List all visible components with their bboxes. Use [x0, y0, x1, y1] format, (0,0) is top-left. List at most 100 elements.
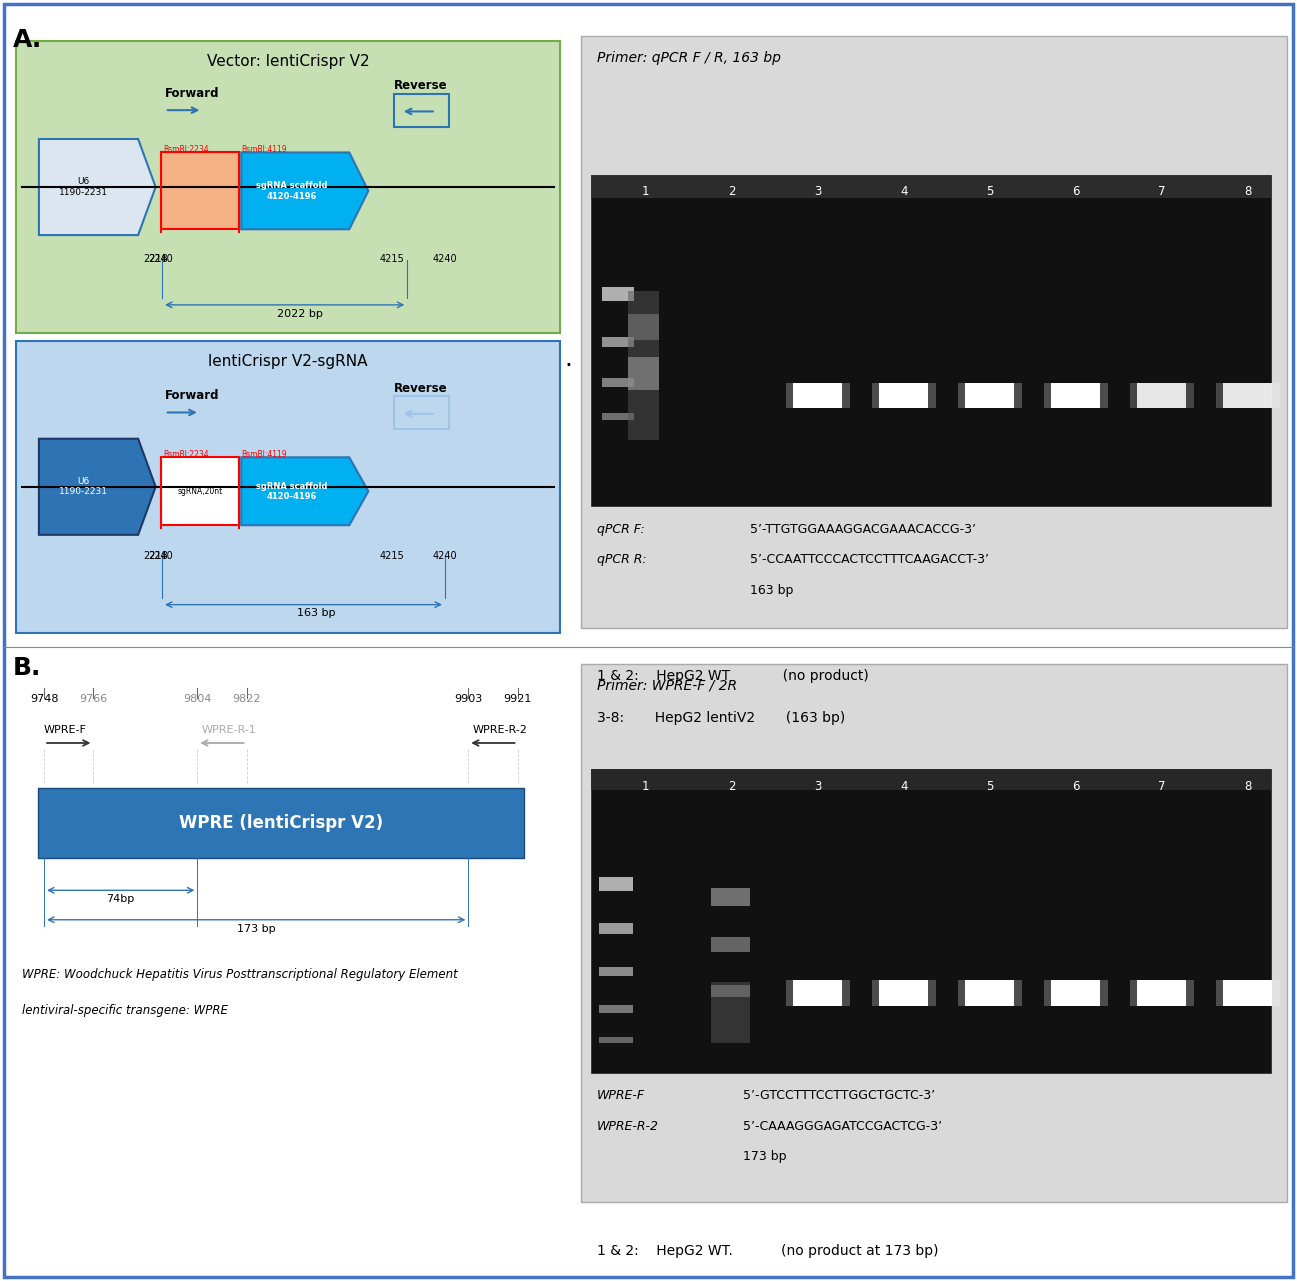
- Text: BsmBI:2234: BsmBI:2234: [163, 145, 209, 154]
- Text: 9822: 9822: [232, 694, 261, 705]
- Bar: [1137, 980, 1187, 1006]
- Text: 2218: 2218: [143, 551, 169, 561]
- Text: 9921: 9921: [503, 694, 532, 705]
- Text: 7: 7: [1158, 184, 1166, 197]
- Text: .: .: [564, 347, 572, 370]
- Bar: [879, 980, 929, 1006]
- Bar: [872, 980, 936, 1006]
- Polygon shape: [241, 457, 368, 525]
- Text: 1 & 2:    HepG2 WT            (no product): 1 & 2: HepG2 WT (no product): [597, 669, 869, 683]
- Bar: [1044, 383, 1108, 409]
- Bar: [711, 985, 750, 998]
- Text: 4: 4: [900, 780, 908, 793]
- Bar: [965, 980, 1014, 1006]
- Text: WPRE (lentiCrispr V2): WPRE (lentiCrispr V2): [179, 813, 383, 833]
- Text: 2218: 2218: [143, 254, 169, 264]
- Bar: [599, 967, 633, 976]
- Text: Forward: Forward: [165, 87, 219, 100]
- Bar: [161, 152, 239, 229]
- Bar: [1051, 980, 1100, 1006]
- Bar: [38, 788, 524, 858]
- Text: U6
1190-2231: U6 1190-2231: [58, 177, 108, 197]
- Text: 6: 6: [1073, 184, 1079, 197]
- Bar: [1130, 383, 1193, 409]
- Bar: [786, 383, 850, 409]
- Bar: [599, 1038, 633, 1043]
- Text: sgRNA scaffold
4120-4196: sgRNA scaffold 4120-4196: [257, 181, 328, 201]
- Text: 9804: 9804: [183, 694, 211, 705]
- Bar: [1215, 980, 1280, 1006]
- Bar: [965, 383, 1014, 409]
- Bar: [957, 383, 1022, 409]
- Text: 3: 3: [815, 780, 821, 793]
- Bar: [1223, 980, 1272, 1006]
- Bar: [394, 94, 449, 127]
- Text: 6: 6: [1073, 780, 1079, 793]
- Text: WPRE-F: WPRE-F: [44, 725, 87, 735]
- Bar: [628, 314, 659, 341]
- Text: B.: B.: [13, 656, 42, 680]
- Bar: [602, 414, 634, 420]
- Bar: [711, 983, 750, 1043]
- Bar: [711, 936, 750, 952]
- Bar: [161, 457, 239, 525]
- Text: 74bp: 74bp: [106, 894, 135, 904]
- Text: WPRE-R-2: WPRE-R-2: [597, 1120, 659, 1132]
- Text: sgRNA scaffold
4120-4196: sgRNA scaffold 4120-4196: [257, 482, 328, 501]
- Text: 5’-GTCCTTTCCTTGGCTGCTC-3’: 5’-GTCCTTTCCTTGGCTGCTC-3’: [743, 1089, 935, 1102]
- Text: 1 & 2:    HepG2 WT.           (no product at 173 bp): 1 & 2: HepG2 WT. (no product at 173 bp): [597, 1244, 938, 1258]
- Text: 2240: 2240: [148, 254, 174, 264]
- Text: 4215: 4215: [379, 254, 405, 264]
- Text: Primer: WPRE-F / 2R: Primer: WPRE-F / 2R: [597, 679, 737, 693]
- Text: 1: 1: [642, 780, 650, 793]
- Bar: [1215, 383, 1280, 409]
- Text: 8: 8: [1244, 184, 1252, 197]
- Bar: [794, 383, 843, 409]
- Text: 9766: 9766: [79, 694, 108, 705]
- Text: 8: 8: [1244, 780, 1252, 793]
- Text: Primer: qPCR F / R, 163 bp: Primer: qPCR F / R, 163 bp: [597, 51, 781, 65]
- Polygon shape: [39, 140, 156, 236]
- Bar: [1051, 383, 1100, 409]
- Text: 173 bp: 173 bp: [237, 924, 275, 934]
- Bar: [16, 41, 560, 333]
- Bar: [1044, 980, 1108, 1006]
- Bar: [872, 383, 936, 409]
- Text: Reverse: Reverse: [394, 382, 447, 395]
- Text: 163 bp: 163 bp: [750, 584, 792, 597]
- Bar: [1130, 980, 1193, 1006]
- Bar: [628, 291, 659, 439]
- Bar: [394, 396, 449, 429]
- Text: 173 bp: 173 bp: [743, 1150, 787, 1163]
- Polygon shape: [39, 438, 156, 535]
- Text: U6
1190-2231: U6 1190-2231: [58, 477, 108, 497]
- Text: WPRE: Woodchuck Hepatitis Virus Posttranscriptional Regulatory Element: WPRE: Woodchuck Hepatitis Virus Posttran…: [22, 968, 458, 981]
- Text: Forward: Forward: [165, 389, 219, 402]
- Text: WPRE-R-2: WPRE-R-2: [472, 725, 527, 735]
- Text: 2022 bp: 2022 bp: [276, 309, 323, 319]
- Text: Vector: lentiCrispr V2: Vector: lentiCrispr V2: [206, 54, 370, 69]
- Text: qPCR R:: qPCR R:: [597, 553, 646, 566]
- Bar: [602, 337, 634, 347]
- Text: 9903: 9903: [454, 694, 482, 705]
- Bar: [599, 924, 633, 934]
- Text: 3: 3: [815, 184, 821, 197]
- Text: 4240: 4240: [433, 254, 457, 264]
- Text: sgRNA,20nt: sgRNA,20nt: [178, 487, 222, 496]
- Text: BsmBI:4119: BsmBI:4119: [241, 450, 287, 459]
- Text: 5: 5: [986, 184, 994, 197]
- Bar: [1137, 383, 1187, 409]
- Bar: [581, 664, 1287, 1202]
- Bar: [711, 888, 750, 906]
- Text: qPCR F:: qPCR F:: [597, 523, 645, 535]
- Bar: [628, 357, 659, 389]
- Bar: [794, 980, 843, 1006]
- Polygon shape: [241, 152, 368, 229]
- Bar: [957, 980, 1022, 1006]
- Text: 7: 7: [1158, 780, 1166, 793]
- Bar: [879, 383, 929, 409]
- Text: 5’-CCAATTCCCACTCCTTTCAAGACCT-3’: 5’-CCAATTCCCACTCCTTTCAAGACCT-3’: [750, 553, 988, 566]
- Text: Reverse: Reverse: [394, 79, 447, 92]
- Bar: [1223, 383, 1272, 409]
- Text: 5’-CAAAGGGAGATCCGACTCG-3’: 5’-CAAAGGGAGATCCGACTCG-3’: [743, 1120, 943, 1132]
